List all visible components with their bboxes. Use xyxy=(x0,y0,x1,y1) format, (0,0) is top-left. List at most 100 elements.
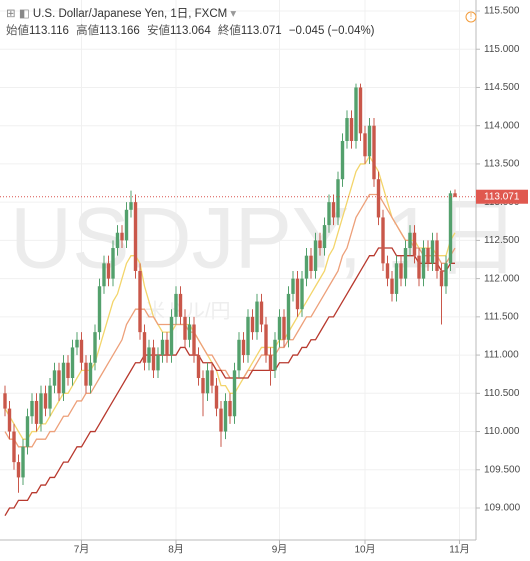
candle-body xyxy=(124,209,129,241)
candle-body xyxy=(39,393,43,424)
candle-body xyxy=(399,263,403,279)
last-price-label: 113.071 xyxy=(484,191,520,202)
candle-body xyxy=(435,240,439,271)
candle-body xyxy=(232,370,237,417)
candle-body xyxy=(160,339,165,356)
candle-body xyxy=(241,339,246,356)
candle-body xyxy=(16,462,21,478)
y-tick-label: 109.000 xyxy=(484,503,521,514)
candle-body xyxy=(385,263,390,279)
candle-body xyxy=(313,240,318,271)
candle-body xyxy=(295,278,300,310)
candle-body xyxy=(151,347,156,371)
candle-body xyxy=(340,140,345,180)
candle-body xyxy=(268,355,273,371)
x-tick-label: 8月 xyxy=(168,544,184,556)
candle-body xyxy=(106,263,111,279)
header: ⊞ ◧ U.S. Dollar/Japanese Yen, 1日, FXCM ▾… xyxy=(6,6,379,40)
candle-body xyxy=(358,87,363,134)
candle-body xyxy=(30,400,34,417)
candle-body xyxy=(138,270,142,333)
candle-body xyxy=(169,316,174,356)
alert-icon[interactable] xyxy=(465,11,477,23)
candle-body xyxy=(439,270,444,287)
candle-body xyxy=(453,193,457,197)
candle-body xyxy=(286,293,291,340)
candle-body xyxy=(246,316,250,356)
candle-body xyxy=(367,125,372,157)
candle-body xyxy=(142,332,147,363)
candle-body xyxy=(70,347,75,379)
ohlc-value: 113.071 xyxy=(240,25,282,37)
candle-body xyxy=(237,339,241,371)
ohlc-value: 113.166 xyxy=(99,25,140,37)
candle-body xyxy=(354,87,358,141)
y-tick-label: 111.000 xyxy=(484,350,519,361)
candle-body xyxy=(21,446,25,478)
candle-body xyxy=(331,202,336,218)
candle-body xyxy=(322,225,327,249)
title-row: ⊞ ◧ U.S. Dollar/Japanese Yen, 1日, FXCM ▾ xyxy=(6,6,379,23)
candle-body xyxy=(300,278,304,310)
candle-body xyxy=(255,301,259,333)
candle-body xyxy=(57,370,61,394)
moving-average xyxy=(4,247,455,516)
change: −0.045 (−0.04%) xyxy=(288,25,375,37)
icon[interactable]: ⊞ ◧ xyxy=(6,8,33,20)
candle-body xyxy=(48,385,52,409)
candle-body xyxy=(264,324,268,356)
dropdown[interactable]: ▾ xyxy=(227,8,237,20)
y-tick-label: 110.000 xyxy=(484,426,520,437)
candle-body xyxy=(79,339,84,363)
candle-body xyxy=(147,347,151,363)
candle-body xyxy=(336,179,340,218)
candle-body xyxy=(210,370,214,386)
candle-body xyxy=(223,400,228,432)
candle-body xyxy=(426,248,430,264)
candle-body xyxy=(205,370,210,394)
x-tick-label: 11月 xyxy=(449,544,469,556)
candle-body xyxy=(403,248,408,279)
candle-body xyxy=(192,324,196,356)
y-tick-label: 112.000 xyxy=(484,273,520,284)
candle-body xyxy=(196,355,201,379)
candle-body xyxy=(61,362,66,394)
candle-body xyxy=(363,133,367,157)
candle-body xyxy=(327,202,331,226)
y-tick-label: 114.000 xyxy=(484,120,520,131)
ohlc-label: 安値 xyxy=(147,25,170,37)
candle-body xyxy=(102,263,106,287)
candle-body xyxy=(12,431,16,463)
y-tick-label: 112.500 xyxy=(484,235,520,246)
candle-body xyxy=(97,286,102,333)
candle-body xyxy=(417,255,421,279)
ohlc-label: 始値 xyxy=(6,25,29,37)
candle-body xyxy=(412,232,417,256)
candle-body xyxy=(250,316,255,333)
candle-body xyxy=(84,362,88,386)
y-tick-label: 114.500 xyxy=(484,82,520,93)
candle-body xyxy=(178,293,183,317)
chart-title: U.S. Dollar/Japanese Yen, 1日, FXCM xyxy=(32,8,228,20)
candle-body xyxy=(390,278,394,294)
candle-body xyxy=(156,355,160,371)
candle-body xyxy=(93,332,97,363)
candle-body xyxy=(133,202,138,271)
candle-body xyxy=(273,339,277,371)
watermark: USDJPY, 1日 xyxy=(10,191,520,287)
candle-body xyxy=(376,179,381,218)
watermark-sub: 米ドル/円 xyxy=(145,299,231,322)
candle-body xyxy=(183,316,187,340)
candle-body xyxy=(345,118,349,141)
y-tick-label: 111.500 xyxy=(484,311,519,322)
ohlc-label: 高値 xyxy=(76,25,100,37)
candle-body xyxy=(75,339,79,348)
candle-body xyxy=(430,240,435,264)
ohlc-value: 113.064 xyxy=(170,25,211,37)
alert-icon-mark: ! xyxy=(470,12,472,21)
candle-body xyxy=(282,316,286,340)
candle-body xyxy=(408,232,412,249)
y-tick-label: 115.500 xyxy=(484,6,520,17)
candle-body xyxy=(43,393,48,409)
